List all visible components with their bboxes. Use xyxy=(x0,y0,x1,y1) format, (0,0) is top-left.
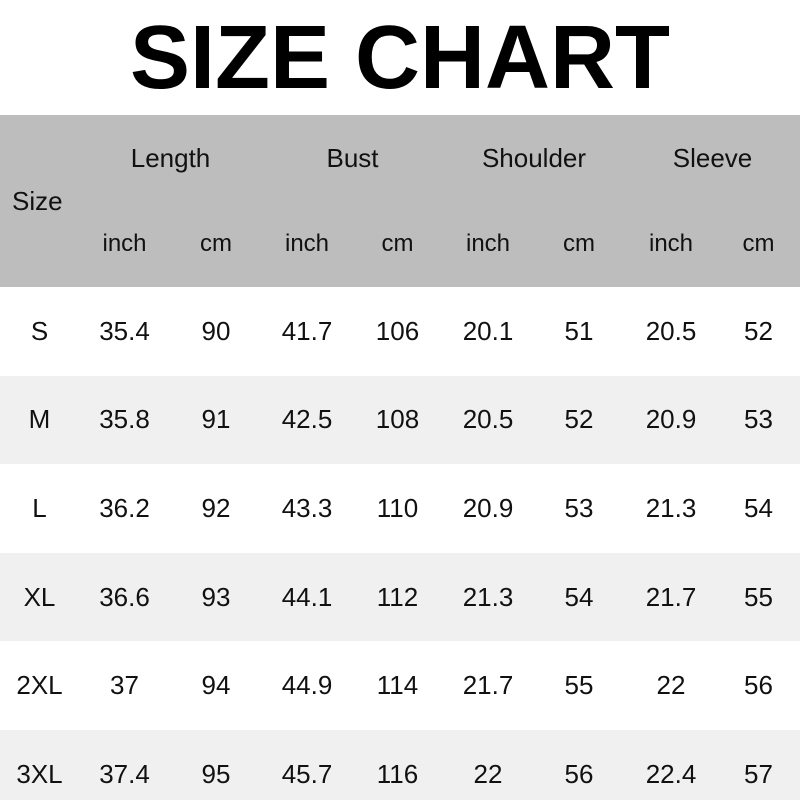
value-cell: 56 xyxy=(744,670,773,701)
unit-header-bust-inch: inch xyxy=(284,230,330,257)
value-cell: 37 xyxy=(110,670,139,701)
size-label: 2XL xyxy=(16,670,63,701)
value-cell: 20.5 xyxy=(645,315,697,346)
table-header: Size Length Bust Shoulder Sleeve inch cm… xyxy=(0,115,800,287)
title-bar: SIZE CHART xyxy=(0,0,800,115)
value-cell: 20.5 xyxy=(462,404,514,435)
value-cell: 36.6 xyxy=(99,581,150,612)
value-cell: 20.9 xyxy=(645,404,697,435)
value-cell: 52 xyxy=(564,404,594,435)
value-cell: 22 xyxy=(656,670,686,701)
value-cell: 108 xyxy=(375,404,420,435)
value-cell: 21.3 xyxy=(462,581,514,612)
value-cell: 44.9 xyxy=(281,670,333,701)
table-row-s: S 35.4 90 41.7 106 20.1 51 20.5 52 xyxy=(0,287,800,376)
unit-header-length-cm: cm xyxy=(200,230,232,257)
value-cell: 92 xyxy=(201,492,231,523)
value-cell: 53 xyxy=(564,492,594,523)
table-row-2xl: 2XL 37 94 44.9 114 21.7 55 22 56 xyxy=(0,641,800,730)
value-cell: 55 xyxy=(744,581,773,612)
value-cell: 41.7 xyxy=(281,315,333,346)
size-label: L xyxy=(32,492,47,523)
value-cell: 35.4 xyxy=(99,315,150,346)
column-group-bust: Bust xyxy=(326,142,379,173)
value-cell: 114 xyxy=(376,670,419,701)
value-cell: 22 xyxy=(473,758,503,789)
column-header-size: Size xyxy=(12,185,63,216)
value-cell: 21.7 xyxy=(645,581,697,612)
value-cell: 52 xyxy=(744,315,773,346)
value-cell: 57 xyxy=(744,758,773,789)
unit-header-length-inch: inch xyxy=(102,230,147,257)
table-row-l: L 36.2 92 43.3 110 20.9 53 21.3 54 xyxy=(0,464,800,553)
value-cell: 45.7 xyxy=(281,758,333,789)
value-cell: 20.1 xyxy=(462,315,514,346)
value-cell: 106 xyxy=(375,315,420,346)
page-title: SIZE CHART xyxy=(130,7,670,108)
value-cell: 44.1 xyxy=(281,581,333,612)
value-cell: 56 xyxy=(564,758,594,789)
value-cell: 21.7 xyxy=(462,670,514,701)
value-cell: 20.9 xyxy=(462,492,514,523)
unit-header-sleeve-cm: cm xyxy=(742,230,775,257)
table-row-m: M 35.8 91 42.5 108 20.5 52 20.9 53 xyxy=(0,375,800,465)
value-cell: 95 xyxy=(201,758,231,789)
size-table: Size Length Bust Shoulder Sleeve inch cm… xyxy=(0,115,800,800)
value-cell: 54 xyxy=(564,581,594,612)
value-cell: 90 xyxy=(201,315,231,346)
value-cell: 91 xyxy=(201,404,231,435)
value-cell: 55 xyxy=(564,670,594,701)
value-cell: 54 xyxy=(744,492,773,523)
value-cell: 112 xyxy=(376,581,419,612)
value-cell: 93 xyxy=(201,581,231,612)
size-label: XL xyxy=(23,581,56,612)
column-group-length: Length xyxy=(130,142,211,173)
value-cell: 22.4 xyxy=(645,758,697,789)
column-group-shoulder: Shoulder xyxy=(481,142,587,173)
unit-header-shoulder-cm: cm xyxy=(563,230,595,257)
unit-header-sleeve-inch: inch xyxy=(648,230,694,257)
unit-header-bust-cm: cm xyxy=(381,230,414,257)
value-cell: 51 xyxy=(564,315,594,346)
column-group-sleeve: Sleeve xyxy=(672,142,753,173)
size-label: 3XL xyxy=(16,758,63,789)
table-row-xl: XL 36.6 93 44.1 112 21.3 54 21.7 55 xyxy=(0,552,800,642)
value-cell: 53 xyxy=(744,404,773,435)
table-row-3xl: 3XL 37.4 95 45.7 116 22 56 22.4 57 xyxy=(0,729,800,800)
size-label: S xyxy=(30,315,49,346)
value-cell: 43.3 xyxy=(281,492,333,523)
size-label: M xyxy=(28,404,51,435)
value-cell: 42.5 xyxy=(281,404,333,435)
value-cell: 37.4 xyxy=(99,758,150,789)
value-cell: 116 xyxy=(376,758,419,789)
value-cell: 35.8 xyxy=(99,404,150,435)
value-cell: 21.3 xyxy=(645,492,697,523)
unit-header-shoulder-inch: inch xyxy=(465,230,511,257)
value-cell: 36.2 xyxy=(99,492,150,523)
value-cell: 110 xyxy=(376,492,419,523)
value-cell: 94 xyxy=(201,670,231,701)
